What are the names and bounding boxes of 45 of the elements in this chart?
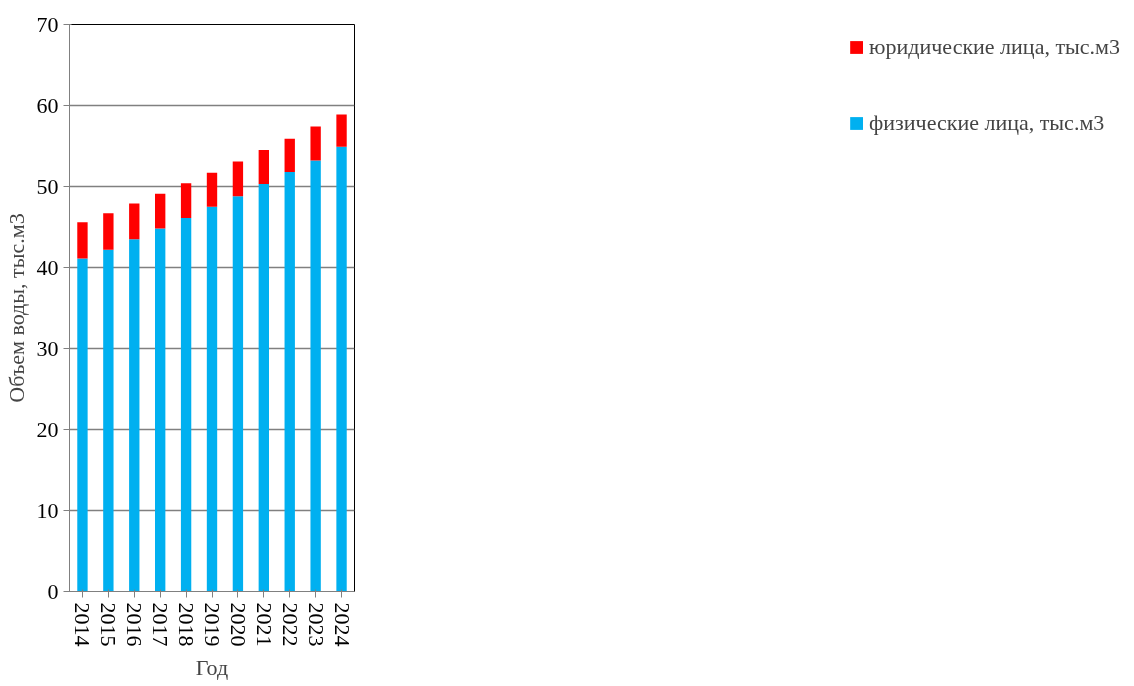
- x-tick-label: 2020: [225, 602, 251, 647]
- x-tick-label: 2018: [174, 602, 200, 647]
- bar: [258, 184, 269, 592]
- x-tick-label: 2016: [122, 602, 148, 647]
- y-tick-label: 70: [36, 11, 59, 37]
- x-tick-label: 2023: [303, 602, 329, 647]
- x-tick-label: 2022: [277, 602, 303, 647]
- y-tick-label: 20: [36, 416, 59, 442]
- bar: [336, 146, 347, 592]
- y-axis-title: Объем воды, тыс.м3: [3, 213, 29, 403]
- bar: [310, 160, 321, 592]
- bar: [155, 228, 166, 592]
- y-tick-label: 50: [36, 173, 59, 199]
- y-tick-label: 0: [47, 578, 59, 604]
- x-tick-label: 2014: [70, 602, 96, 647]
- bar: [206, 206, 218, 592]
- bar: [77, 222, 88, 259]
- x-tick-label: 2024: [329, 602, 355, 647]
- x-axis-title: Год: [195, 654, 229, 680]
- bar: [206, 172, 218, 207]
- y-tick-label: 60: [36, 92, 59, 118]
- bar: [129, 239, 140, 592]
- bar: [336, 114, 347, 147]
- bar: [103, 213, 114, 250]
- x-tick-label: 2021: [251, 602, 277, 647]
- bar: [284, 138, 295, 172]
- bar: [232, 196, 244, 592]
- bar: [180, 183, 192, 219]
- bar: [232, 161, 244, 197]
- x-tick-label: 2017: [148, 602, 174, 647]
- bar: [155, 193, 166, 229]
- bar: [180, 218, 192, 592]
- bar: [284, 171, 295, 592]
- legend-label: юридические лица, тыс.м3: [869, 34, 1120, 60]
- x-tick-label: 2015: [96, 602, 122, 647]
- bar: [129, 203, 140, 240]
- legend-label: физические лица, тыс.м3: [869, 110, 1105, 136]
- bar: [258, 150, 269, 185]
- x-tick-label: 2019: [200, 602, 225, 647]
- bar: [310, 126, 321, 161]
- y-tick-label: 30: [36, 335, 59, 361]
- bar: [103, 249, 114, 592]
- y-tick-label: 40: [36, 254, 59, 280]
- y-tick-label: 10: [36, 497, 59, 523]
- bar: [77, 258, 88, 592]
